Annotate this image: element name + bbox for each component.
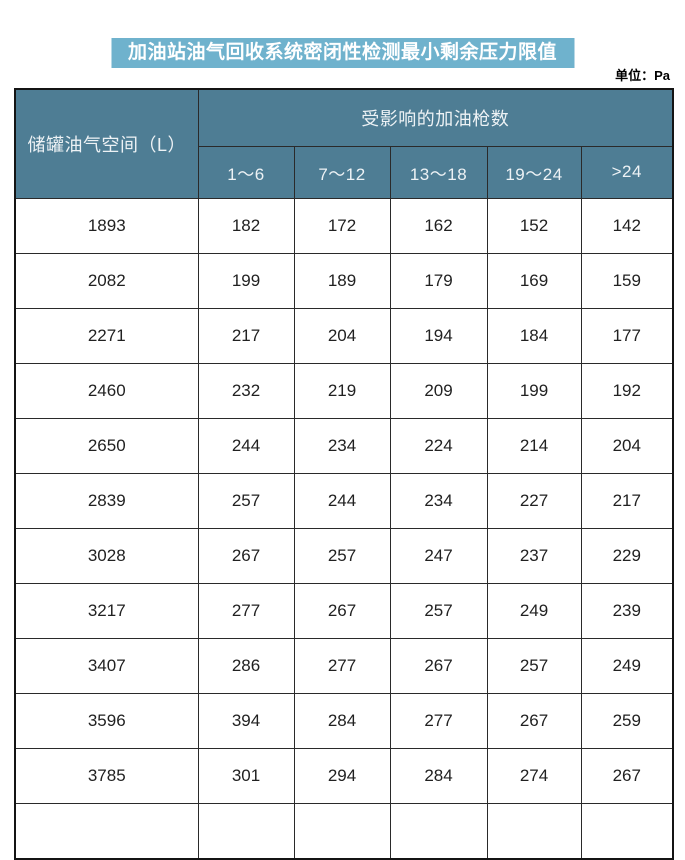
tank-space-cell: 3596 — [14, 692, 199, 749]
pressure-value-cell: 184 — [486, 307, 582, 364]
table-body: 1893 182 172 162 152 142 2082 199 189 179 169 159 22… — [14, 197, 674, 859]
pressure-value-cell: 199 — [197, 252, 295, 309]
pressure-value-cell: 189 — [293, 252, 391, 309]
tank-space-cell: 2460 — [14, 362, 199, 419]
pressure-value-cell: 249 — [486, 582, 582, 639]
table-row: 2271 217 204 194 184 177 — [14, 307, 674, 364]
pressure-value-cell: 159 — [580, 252, 674, 309]
nozzle-range-header-5: >24 — [580, 145, 674, 199]
pressure-value-cell: 277 — [389, 692, 488, 749]
pressure-value-cell: 257 — [389, 582, 488, 639]
table-row-partial — [14, 802, 674, 859]
pressure-value-cell: 249 — [580, 637, 674, 694]
table-row: 1893 182 172 162 152 142 — [14, 197, 674, 254]
pressure-value-cell: 234 — [293, 417, 391, 474]
pressure-value-cell: 227 — [486, 472, 582, 529]
table-row: 3785 301 294 284 274 267 — [14, 747, 674, 804]
tank-space-cell: 2839 — [14, 472, 199, 529]
header-row-top: 储罐油气空间（L） 受影响的加油枪数 — [14, 88, 674, 199]
pressure-value-cell: 172 — [293, 197, 391, 254]
table-row: 2082 199 189 179 169 159 — [14, 252, 674, 309]
pressure-value-cell: 277 — [293, 637, 391, 694]
pressure-value-cell: 224 — [389, 417, 488, 474]
pressure-value-cell: 244 — [293, 472, 391, 529]
tank-space-cell: 3028 — [14, 527, 199, 584]
pressure-value-cell: 232 — [197, 362, 295, 419]
pressure-value-cell: 179 — [389, 252, 488, 309]
table-header: 储罐油气空间（L） 受影响的加油枪数 1～6 7～12 13～18 19～24 … — [14, 88, 674, 199]
nozzle-range-header-4: 19～24 — [486, 145, 582, 199]
pressure-value-cell: 259 — [580, 692, 674, 749]
empty-cell — [14, 802, 199, 859]
pressure-value-cell: 244 — [197, 417, 295, 474]
affected-nozzles-group-header: 受影响的加油枪数 — [197, 88, 674, 147]
pressure-value-cell: 217 — [580, 472, 674, 529]
empty-cell — [197, 802, 295, 859]
pressure-value-cell: 286 — [197, 637, 295, 694]
pressure-value-cell: 169 — [486, 252, 582, 309]
pressure-value-cell: 199 — [486, 362, 582, 419]
tank-space-cell: 3217 — [14, 582, 199, 639]
nozzle-range-header-2: 7～12 — [293, 145, 391, 199]
pressure-value-cell: 204 — [293, 307, 391, 364]
header-row-sub: 1～6 7～12 13～18 19～24 >24 — [15, 145, 674, 199]
table-row: 2460 232 219 209 199 192 — [14, 362, 674, 419]
pressure-value-cell: 284 — [389, 747, 488, 804]
pressure-value-cell: 267 — [389, 637, 488, 694]
empty-cell — [486, 802, 582, 859]
table-row: 3407 286 277 267 257 249 — [14, 637, 674, 694]
pressure-value-cell: 217 — [197, 307, 295, 364]
pressure-value-cell: 234 — [389, 472, 488, 529]
pressure-value-cell: 214 — [486, 417, 582, 474]
pressure-value-cell: 229 — [580, 527, 674, 584]
pressure-limits-table: 储罐油气空间（L） 受影响的加油枪数 1～6 7～12 13～18 19～24 … — [14, 88, 675, 860]
pressure-value-cell: 152 — [486, 197, 582, 254]
pressure-value-cell: 204 — [580, 417, 674, 474]
table-row: 3596 394 284 277 267 259 — [14, 692, 674, 749]
tank-space-cell: 2271 — [14, 307, 199, 364]
tank-space-cell: 3785 — [14, 747, 199, 804]
pressure-value-cell: 277 — [197, 582, 295, 639]
pressure-value-cell: 182 — [197, 197, 295, 254]
pressure-value-cell: 219 — [293, 362, 391, 419]
tank-space-cell: 2082 — [14, 252, 199, 309]
pressure-value-cell: 162 — [389, 197, 488, 254]
pressure-value-cell: 239 — [580, 582, 674, 639]
pressure-value-cell: 267 — [293, 582, 391, 639]
pressure-value-cell: 267 — [486, 692, 582, 749]
nozzle-range-header-3: 13～18 — [389, 145, 488, 199]
empty-cell — [580, 802, 674, 859]
pressure-value-cell: 267 — [580, 747, 674, 804]
pressure-value-cell: 257 — [197, 472, 295, 529]
empty-cell — [389, 802, 488, 859]
tank-space-cell: 2650 — [14, 417, 199, 474]
pressure-value-cell: 192 — [580, 362, 674, 419]
pressure-value-cell: 274 — [486, 747, 582, 804]
pressure-value-cell: 294 — [293, 747, 391, 804]
table-row: 3028 267 257 247 237 229 — [14, 527, 674, 584]
pressure-value-cell: 284 — [293, 692, 391, 749]
table-row: 3217 277 267 257 249 239 — [14, 582, 674, 639]
pressure-value-cell: 177 — [580, 307, 674, 364]
document-page: 加油站油气回收系统密闭性检测最小剩余压力限值 单位：Pa 储罐油气空间（L） 受… — [14, 38, 675, 860]
tank-space-cell: 3407 — [14, 637, 199, 694]
pressure-value-cell: 247 — [389, 527, 488, 584]
pressure-value-cell: 301 — [197, 747, 295, 804]
pressure-value-cell: 237 — [486, 527, 582, 584]
unit-label: 单位：Pa — [615, 68, 670, 83]
pressure-value-cell: 257 — [486, 637, 582, 694]
tank-vapor-space-header: 储罐油气空间（L） — [14, 88, 199, 199]
pressure-value-cell: 267 — [197, 527, 295, 584]
table-row: 2650 244 234 224 214 204 — [14, 417, 674, 474]
nozzle-range-header-1: 1～6 — [197, 145, 295, 199]
pressure-value-cell: 394 — [197, 692, 295, 749]
pressure-value-cell: 257 — [293, 527, 391, 584]
page-title: 加油站油气回收系统密闭性检测最小剩余压力限值 — [110, 38, 575, 68]
pressure-value-cell: 142 — [580, 197, 674, 254]
pressure-value-cell: 194 — [389, 307, 488, 364]
tank-space-cell: 1893 — [14, 197, 199, 254]
empty-cell — [293, 802, 391, 859]
pressure-value-cell: 209 — [389, 362, 488, 419]
table-row: 2839 257 244 234 227 217 — [14, 472, 674, 529]
